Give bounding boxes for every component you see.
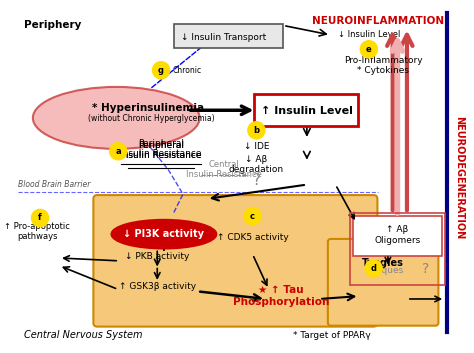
Text: ↑ Pro-apoptotic
pathways: ↑ Pro-apoptotic pathways [4,222,70,241]
Text: ↓ PI3K activity: ↓ PI3K activity [123,229,204,239]
Ellipse shape [111,220,216,249]
Circle shape [109,143,127,160]
Text: a: a [115,147,121,156]
Circle shape [365,260,382,277]
Text: ↓ Aβ
degradation: ↓ Aβ degradation [229,155,284,174]
Text: e: e [366,45,372,54]
Circle shape [153,62,170,79]
Text: b: b [254,126,259,135]
Text: Central
Insulin Resistance: Central Insulin Resistance [186,160,262,179]
Text: (without Chronic Hyperglycemia): (without Chronic Hyperglycemia) [88,114,214,123]
Text: ↑ Aβ
Oligomers: ↑ Aβ Oligomers [374,226,420,245]
FancyBboxPatch shape [174,24,283,48]
Text: ↓ Insulin Level: ↓ Insulin Level [338,30,401,40]
Circle shape [248,122,265,139]
Bar [350,213,445,285]
Circle shape [31,209,49,227]
Text: ★ ↑ Tau
Phosphorylation: ★ ↑ Tau Phosphorylation [233,285,329,307]
Text: ↓ IDE: ↓ IDE [244,142,269,151]
Text: ↑ GSK3β activity: ↑ GSK3β activity [118,282,196,292]
FancyBboxPatch shape [353,216,442,256]
Text: d: d [371,264,377,273]
Text: * Hyperinsulinemia: * Hyperinsulinemia [92,103,205,113]
Text: Chronic: Chronic [173,66,201,75]
Text: * Target of PPARγ: * Target of PPARγ [292,331,370,340]
Text: f: f [38,214,42,222]
Text: ↑ Insulin Level: ↑ Insulin Level [261,106,353,116]
Text: Peripheral
Insulin Resistance: Peripheral Insulin Resistance [120,139,202,158]
Text: Central Nervous System: Central Nervous System [24,330,142,340]
Text: ↑ CDK5 activity: ↑ CDK5 activity [217,233,289,242]
Text: ↓ Insulin Transport: ↓ Insulin Transport [181,33,266,42]
Text: Pro-Inflammatory
* Cytokines: Pro-Inflammatory * Cytokines [344,56,422,75]
Text: ?: ? [422,262,429,276]
Text: Peripheral
Insulin Resistance: Peripheral Insulin Resistance [120,140,202,160]
Text: Blood Brain Barrier: Blood Brain Barrier [18,180,91,190]
Text: Peripheral
Insulin Resistance: Peripheral Insulin Resistance [120,140,202,160]
Ellipse shape [33,87,200,149]
Text: c: c [250,211,255,221]
Text: Tangles: Tangles [362,258,404,268]
Text: ↓ PKB activity: ↓ PKB activity [125,252,190,261]
Circle shape [244,208,261,225]
Text: Plaques: Plaques [368,266,404,275]
FancyBboxPatch shape [255,94,358,126]
Circle shape [360,41,377,58]
FancyBboxPatch shape [328,239,438,326]
Text: g: g [158,66,164,75]
Text: ?: ? [253,173,261,187]
Text: Periphery: Periphery [24,20,81,30]
Text: NEURODEGENERATION: NEURODEGENERATION [455,116,465,240]
FancyBboxPatch shape [93,195,377,327]
Text: NEUROINFLAMMATION: NEUROINFLAMMATION [311,16,444,26]
